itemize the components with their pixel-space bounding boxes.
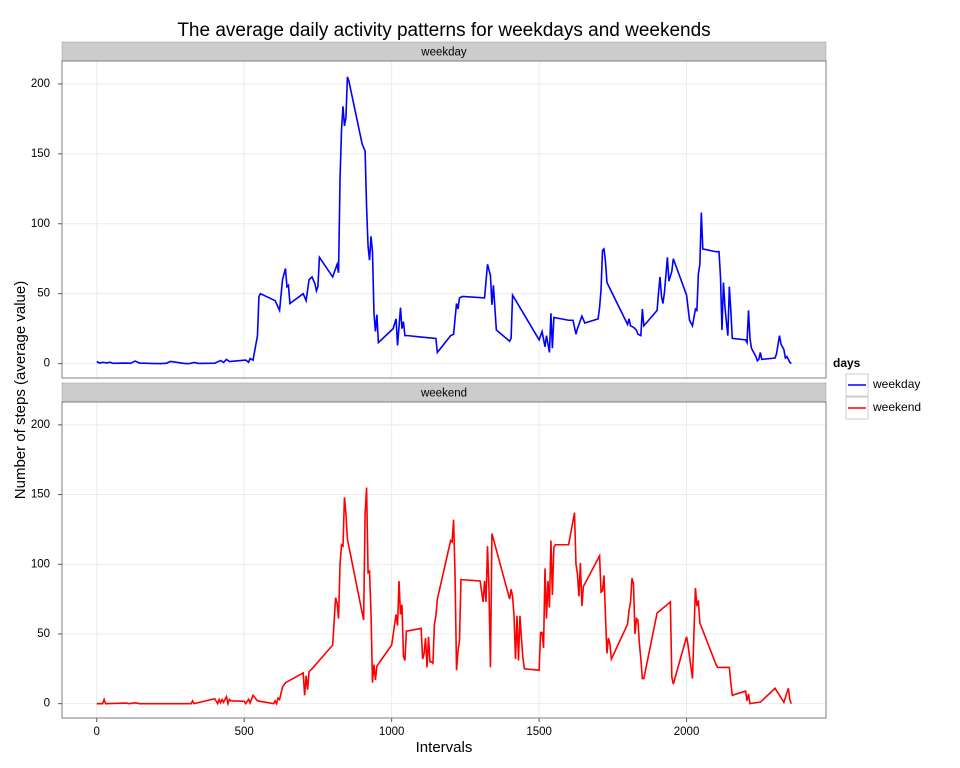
x-tick-label: 2000 <box>674 726 700 738</box>
y-tick-label: 100 <box>31 558 50 570</box>
y-tick-label: 150 <box>31 148 50 160</box>
y-tick-label: 0 <box>44 698 50 710</box>
legend-label: weekday <box>872 377 920 391</box>
panel-border <box>61 60 827 379</box>
chart-title: The average daily activity patterns for … <box>177 20 710 41</box>
x-tick-label: 0 <box>94 726 100 738</box>
y-tick-label: 200 <box>31 78 50 90</box>
y-tick-label: 50 <box>37 288 50 300</box>
legend-title: days <box>833 356 861 370</box>
x-tick-label: 500 <box>235 726 254 738</box>
strip-label: weekend <box>420 388 467 400</box>
y-tick-label: 200 <box>31 419 50 431</box>
y-axis-label: Number of steps (average value) <box>12 281 29 499</box>
panel <box>62 402 826 718</box>
legend-label: weekend <box>872 400 921 414</box>
y-tick-label: 100 <box>31 218 50 230</box>
y-tick-label: 50 <box>37 628 50 640</box>
data-line <box>96 487 793 707</box>
panel-border <box>61 401 827 719</box>
x-axis-label: Intervals <box>416 739 473 756</box>
data-line <box>96 76 792 365</box>
strip-label: weekday <box>420 47 467 59</box>
x-tick-label: 1000 <box>379 726 405 738</box>
x-tick-label: 1500 <box>526 726 552 738</box>
y-tick-label: 150 <box>31 489 50 501</box>
panel <box>62 61 826 378</box>
y-tick-label: 0 <box>44 358 50 370</box>
